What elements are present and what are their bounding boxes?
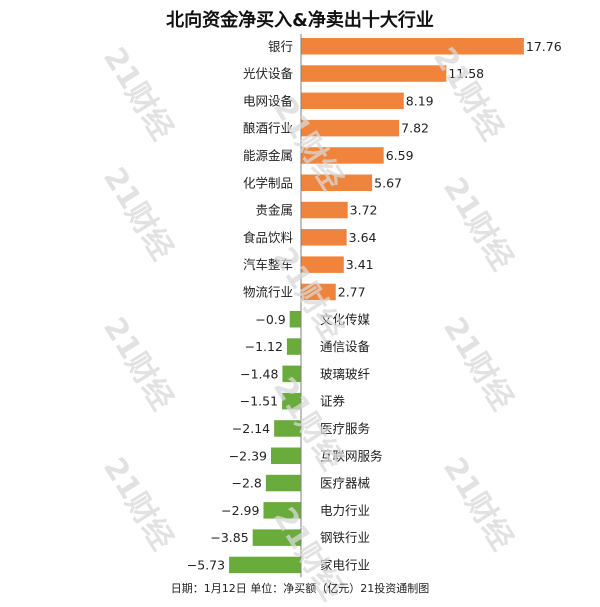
data-label: 7.82	[401, 121, 429, 136]
footer-note: 日期：1月12日 单位：净买额（亿元）21投资通制图	[170, 582, 430, 595]
data-label: 6.59	[386, 148, 414, 163]
category-label: 电力行业	[320, 503, 370, 518]
bar	[301, 119, 400, 137]
category-label: 电网设备	[243, 93, 294, 108]
category-label: 贵金属	[255, 203, 293, 218]
category-label: 医疗服务	[320, 421, 370, 436]
category-label: 钢铁行业	[320, 530, 370, 545]
data-label: −2.8	[232, 476, 262, 491]
data-label: 11.58	[448, 66, 484, 81]
bar	[301, 256, 344, 273]
data-label: −0.9	[255, 312, 285, 327]
category-label: 银行	[268, 39, 293, 54]
bar	[301, 174, 373, 191]
data-label: −3.85	[210, 530, 248, 545]
data-label: −1.51	[240, 394, 278, 409]
category-label: 酿酒行业	[243, 121, 293, 136]
chart-title: 北向资金净买入&净卖出十大行业	[166, 10, 434, 31]
bar	[229, 556, 301, 574]
data-label: −2.99	[221, 503, 259, 518]
category-label: 文化传媒	[320, 312, 371, 327]
category-label: 汽车整车	[243, 257, 293, 272]
category-label: 光伏设备	[243, 66, 294, 81]
data-label: −2.14	[232, 421, 270, 436]
bar	[301, 283, 336, 301]
bar	[301, 201, 348, 219]
data-label: 17.76	[526, 39, 562, 54]
category-label: 证券	[320, 394, 346, 409]
data-label: −5.73	[187, 557, 225, 572]
category-label: 物流行业	[243, 284, 293, 299]
bar	[301, 92, 404, 110]
data-label: −1.12	[245, 339, 283, 354]
data-label: 8.19	[406, 93, 434, 108]
data-label: 3.72	[350, 203, 378, 218]
bar	[301, 38, 524, 55]
bar	[286, 338, 301, 355]
data-label: 3.41	[346, 257, 374, 272]
bar	[252, 529, 301, 546]
bar	[282, 392, 301, 410]
bar	[301, 229, 347, 246]
data-label: −2.39	[229, 448, 267, 463]
bar	[263, 502, 301, 519]
bar	[274, 420, 301, 437]
category-label: 食品饮料	[243, 230, 294, 245]
bar	[301, 147, 384, 164]
bar	[271, 447, 301, 464]
category-label: 互联网服务	[320, 448, 383, 463]
bar	[301, 65, 447, 82]
data-label: 5.67	[374, 175, 402, 190]
category-label: 家电行业	[320, 557, 370, 572]
category-label: 通信设备	[320, 339, 371, 354]
data-label: 3.64	[349, 230, 377, 245]
category-label: 化学制品	[243, 175, 293, 190]
category-label: 玻璃玻纤	[320, 366, 371, 381]
bar	[265, 474, 301, 492]
category-label: 能源金属	[243, 148, 293, 163]
bar	[282, 365, 301, 383]
bar	[289, 311, 301, 328]
category-label: 医疗器械	[320, 476, 371, 491]
data-label: −1.48	[240, 366, 278, 381]
data-label: 2.77	[338, 284, 366, 299]
